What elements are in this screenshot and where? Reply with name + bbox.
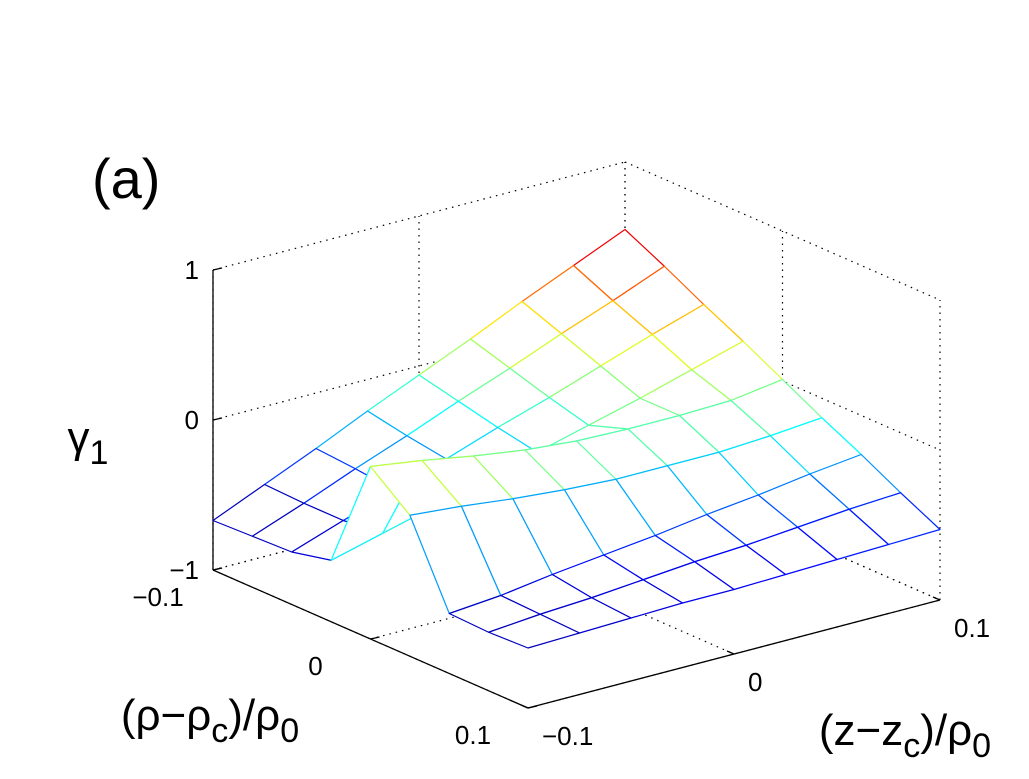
y-axis-label: (ρ−ρc)/ρ0: [121, 691, 299, 750]
grid-line: [624, 161, 941, 301]
y-tick-label: 0.1: [455, 720, 491, 750]
z-axis-label-part: 1: [90, 434, 109, 472]
y-axis-label-part: (ρ−ρ: [121, 691, 211, 740]
z-axis-label-part: γ: [68, 413, 90, 462]
labels: −101−0.100.1 −0.100.1γ1(ρ−ρc)/ρ0 (z−zc)/ρ0: [68, 255, 992, 765]
y-axis-label-part: 0: [280, 712, 299, 750]
z-tick-label: 0: [185, 405, 199, 435]
z-tick-label: 1: [185, 255, 199, 285]
z-tick: [212, 267, 223, 271]
x-axis-label-part: c: [903, 727, 920, 765]
x-axis-label-part: 0: [972, 727, 991, 765]
axes: [212, 267, 941, 709]
x-tick: [726, 650, 735, 655]
x-axis-label-part: (z−z: [819, 706, 903, 755]
grid-line: [624, 311, 941, 451]
y-tick-label: 0: [308, 651, 322, 681]
y-tick: [370, 636, 380, 640]
z-tick-label: −1: [169, 555, 199, 585]
y-axis-label-part: )/ρ: [228, 691, 280, 740]
mesh-cell: [488, 613, 581, 649]
x-axis-label-part: )/ρ: [920, 706, 972, 755]
y-axis-label-part: c: [211, 712, 228, 750]
y-tick-label: −0.1: [132, 582, 183, 612]
mesh: [212, 228, 941, 649]
x-tick-label: 0.1: [954, 613, 990, 643]
grid-line: [418, 515, 735, 655]
z-axis-label: γ1: [68, 413, 109, 472]
y-tick: [527, 705, 538, 709]
grid-line: [624, 461, 941, 601]
z-tick: [212, 417, 223, 421]
y-tick: [212, 567, 223, 571]
x-axis-label: (z−zc)/ρ0: [819, 706, 991, 765]
x-tick: [520, 704, 529, 709]
x-tick: [932, 596, 941, 601]
x-tick-label: −0.1: [542, 721, 593, 751]
x-tick-label: 0: [748, 667, 762, 697]
panel-label: (a): [92, 147, 160, 210]
